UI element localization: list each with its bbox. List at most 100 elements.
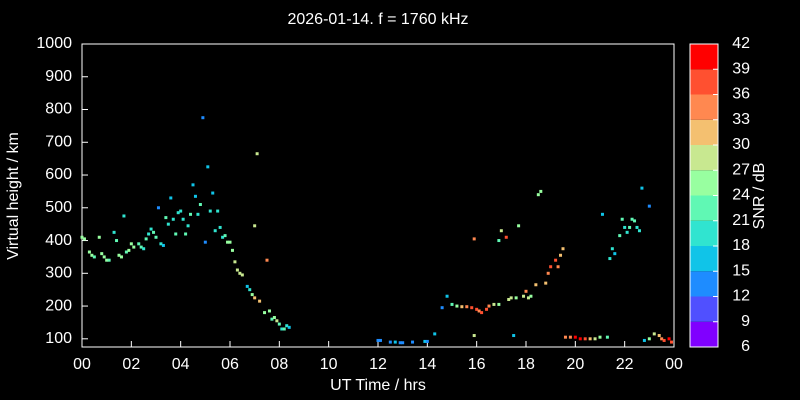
data-point: [637, 229, 641, 233]
data-point: [201, 116, 205, 120]
data-point: [174, 232, 178, 236]
data-point: [492, 302, 496, 306]
data-point: [588, 337, 592, 341]
data-point: [549, 265, 553, 269]
colorbar-tick-label: 21: [732, 212, 750, 229]
data-point: [554, 258, 558, 262]
data-point: [250, 293, 254, 297]
data-point: [82, 237, 86, 241]
data-point: [137, 242, 141, 246]
data-point: [129, 242, 133, 246]
data-point: [253, 224, 257, 228]
data-point: [610, 247, 614, 251]
colorbar-band: [690, 321, 718, 347]
data-point: [112, 230, 116, 234]
data-point: [223, 234, 227, 238]
data-point: [526, 296, 530, 300]
x-tick-label: 00: [665, 356, 683, 373]
data-point: [544, 281, 548, 285]
data-point: [546, 271, 550, 275]
data-point: [497, 239, 501, 243]
data-point: [529, 294, 533, 298]
data-point: [117, 253, 121, 257]
data-point: [142, 247, 146, 251]
colorbar-tick-label: 30: [732, 136, 750, 153]
x-tick-label: 12: [369, 356, 387, 373]
colorbar-band: [690, 220, 718, 246]
data-point: [90, 253, 94, 257]
data-point: [275, 319, 279, 323]
data-point: [600, 212, 604, 216]
data-point: [127, 248, 131, 252]
data-point: [635, 225, 639, 229]
data-point: [470, 306, 474, 310]
data-point: [184, 232, 188, 236]
data-point: [226, 240, 230, 244]
data-point: [561, 247, 565, 251]
data-point: [460, 305, 464, 309]
data-point: [248, 288, 252, 292]
data-point: [107, 258, 111, 262]
colorbar-tick-label: 36: [732, 86, 750, 103]
data-point: [230, 248, 234, 252]
data-point: [559, 253, 563, 257]
x-tick-label: 08: [270, 356, 288, 373]
colorbar-band: [690, 271, 718, 297]
data-point: [578, 337, 582, 341]
data-point: [657, 334, 661, 338]
colorbar-band: [690, 44, 718, 70]
x-tick-label: 18: [517, 356, 535, 373]
data-point: [87, 250, 91, 254]
data-point: [144, 237, 148, 241]
data-point: [534, 283, 538, 287]
y-tick-label: 100: [45, 330, 72, 347]
data-point: [398, 341, 402, 345]
colorbar-tick-label: 6: [741, 338, 750, 355]
data-point: [465, 305, 469, 309]
data-point: [287, 325, 291, 329]
data-point: [285, 324, 289, 328]
y-tick-label: 700: [45, 133, 72, 150]
x-tick-label: 02: [122, 356, 140, 373]
data-point: [122, 214, 126, 218]
data-point: [378, 338, 382, 342]
x-tick-label: 22: [616, 356, 634, 373]
data-point: [433, 332, 437, 336]
data-point: [633, 219, 637, 223]
data-point: [509, 296, 513, 300]
data-point: [662, 338, 666, 342]
data-point: [628, 225, 632, 229]
data-point: [598, 335, 602, 339]
x-tick-label: 14: [418, 356, 436, 373]
data-point: [164, 216, 168, 220]
data-point: [450, 302, 454, 306]
data-point: [255, 152, 259, 156]
data-point: [487, 304, 491, 308]
data-point: [272, 316, 276, 320]
colorbar-label: SNR / dB: [751, 163, 768, 230]
data-point: [102, 255, 106, 259]
data-point: [507, 298, 511, 302]
data-point: [623, 225, 627, 229]
data-point: [472, 237, 476, 241]
y-tick-label: 600: [45, 166, 72, 183]
plot-frame: [81, 43, 675, 348]
y-tick-label: 800: [45, 101, 72, 118]
data-point: [156, 206, 160, 210]
data-point: [573, 335, 577, 339]
colorbar-band: [690, 296, 718, 322]
data-point: [267, 309, 271, 313]
data-point: [455, 304, 459, 308]
x-tick-label: 10: [320, 356, 338, 373]
data-point: [100, 252, 104, 256]
colorbar-band: [690, 246, 718, 272]
data-point: [425, 339, 429, 343]
data-point: [608, 257, 612, 261]
data-point: [652, 332, 656, 336]
data-point: [193, 194, 197, 198]
colorbar-band: [690, 195, 718, 221]
data-point: [179, 209, 183, 213]
data-point: [376, 338, 380, 342]
colorbar-tick-label: 33: [732, 111, 750, 128]
data-point: [517, 224, 521, 228]
